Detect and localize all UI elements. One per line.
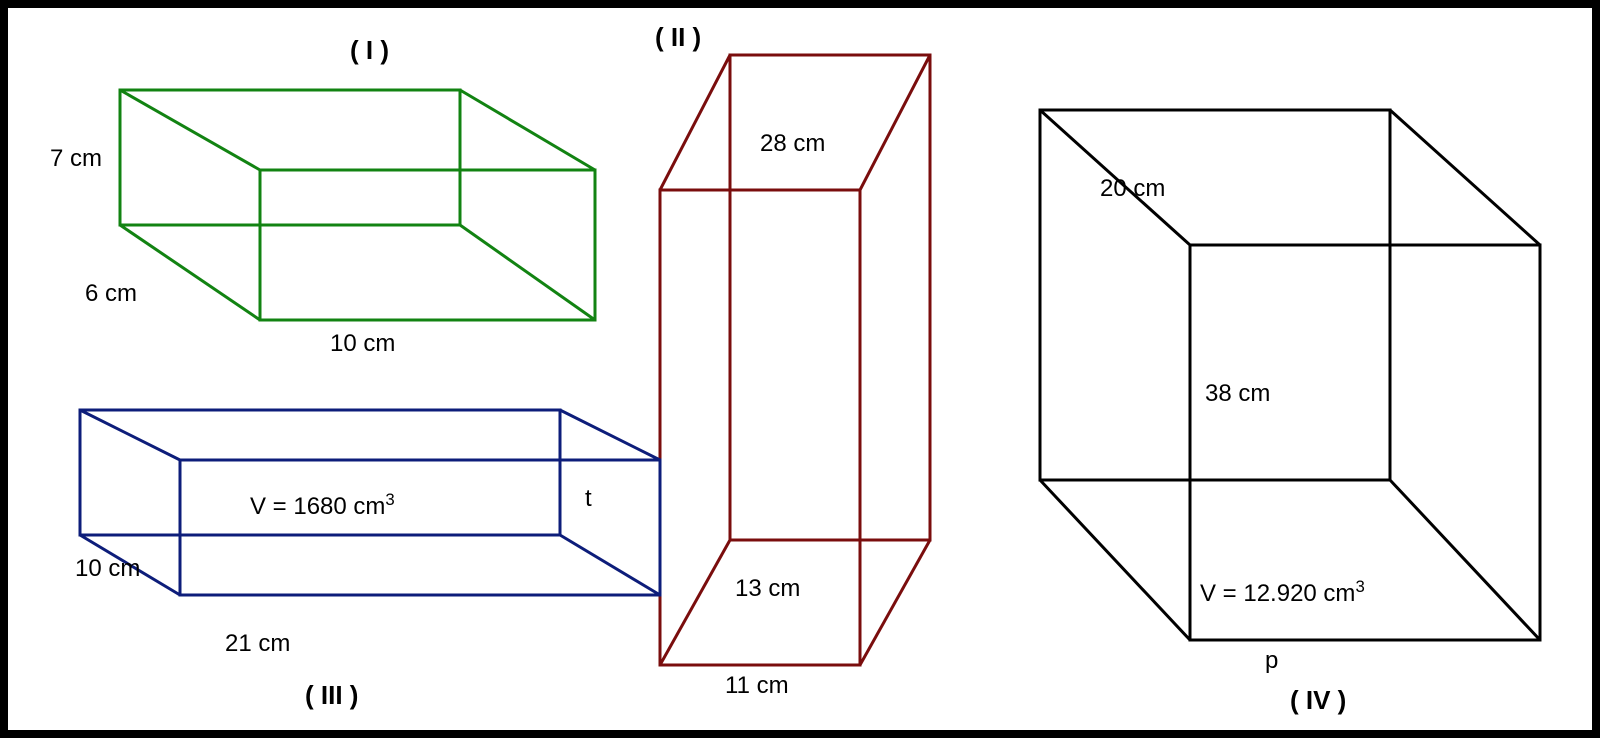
label-IV-volume-sup: 3 <box>1355 577 1364 596</box>
label-IV-volume-text: V = 12.920 cm <box>1200 580 1355 607</box>
label-IV-height: 38 cm <box>1205 380 1270 408</box>
label-IV-p: p <box>1265 647 1278 675</box>
cuboid-IV <box>0 0 1600 738</box>
title-IV: ( IV ) <box>1290 685 1346 716</box>
label-IV-depth: 20 cm <box>1100 175 1165 203</box>
label-IV-volume: V = 12.920 cm3 <box>1200 577 1365 608</box>
